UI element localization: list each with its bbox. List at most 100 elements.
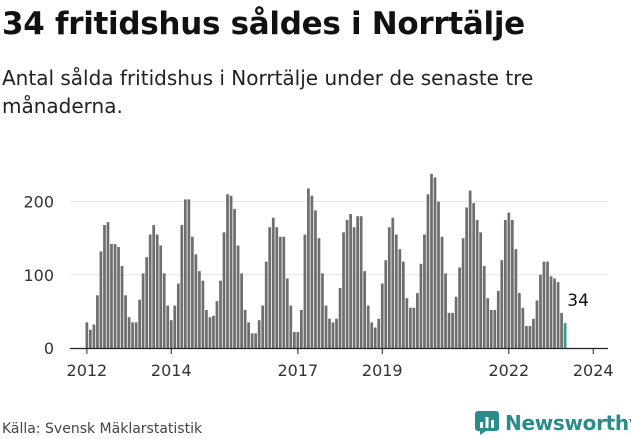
bar [198,271,201,348]
bar [549,276,553,348]
bar [416,293,419,348]
bar [317,238,321,348]
bar [461,238,465,348]
bar [85,322,89,348]
bar [233,208,236,348]
bar [236,245,240,348]
bar [521,307,525,348]
bar [384,260,388,348]
bar [215,301,219,348]
bar [514,249,518,348]
bar [345,219,349,348]
bar [528,326,532,348]
bar [271,217,275,348]
brand-name: Newsworthy [505,411,631,435]
bar [176,283,180,348]
bar [310,195,314,348]
bar [89,329,92,348]
bar [145,257,149,348]
source-note: Källa: Svensk Mäklarstatistik [2,421,203,437]
bar [391,217,395,348]
bar [155,234,159,348]
bar [338,287,342,348]
bar [229,195,233,348]
bar [437,201,440,348]
bar-series [85,173,567,348]
bar [468,190,472,348]
bar [208,317,212,348]
bar [423,234,426,348]
bar [103,225,106,348]
bar [359,216,363,348]
bar [201,280,205,348]
bar [542,261,546,348]
bar [356,216,360,348]
bar [433,177,437,348]
bar [525,326,528,348]
bar [458,267,461,348]
bar [380,283,384,348]
bar [303,234,307,348]
y-tick-label: 0 [44,339,54,358]
bar [187,199,191,348]
x-tick-label: 2012 [67,361,108,380]
bar [282,236,286,348]
bar [120,266,124,348]
bar [405,298,409,348]
bar [247,322,250,348]
bar [278,236,282,348]
bar [296,331,300,348]
bar [363,271,367,348]
x-tick-label: 2022 [488,361,529,380]
bar [373,327,377,348]
bar [285,278,289,348]
bar [205,309,208,348]
bar [493,309,497,348]
bar [507,212,511,348]
bar [510,219,514,348]
bar [124,295,127,348]
bar [349,214,352,348]
bar [169,320,173,348]
bar [307,188,310,348]
bar [394,234,398,348]
bar [342,232,345,348]
bar [292,331,296,348]
bar [191,236,194,348]
bar [240,273,243,348]
bar [454,296,458,348]
bar [138,299,141,348]
bar [183,199,187,348]
bar [465,207,469,348]
bar [159,245,163,348]
bar [489,309,493,348]
bar [166,305,170,348]
bar [268,227,272,348]
bar [387,227,391,348]
bar [152,225,156,348]
bar [134,322,138,348]
x-axis-ticks: 2012 2014 2017 2019 2022 2024 [67,348,614,380]
bar [106,222,110,348]
bar-latest [563,323,567,348]
bar [539,274,542,348]
bar [321,273,324,348]
bar [370,322,374,348]
bar [556,282,560,348]
chart-title: 34 fritidshus såldes i Norrtälje [2,6,525,42]
bar [447,312,451,348]
bar [532,318,535,348]
bar [127,317,131,348]
bar [486,298,490,348]
x-tick-label: 2014 [151,361,192,380]
x-tick-label: 2019 [362,361,403,380]
bar [482,266,486,348]
bar [219,280,222,348]
bar [479,232,483,348]
bar [194,254,198,348]
bar [180,225,184,348]
bar [264,261,268,348]
bar [222,232,226,348]
bar [560,312,563,348]
